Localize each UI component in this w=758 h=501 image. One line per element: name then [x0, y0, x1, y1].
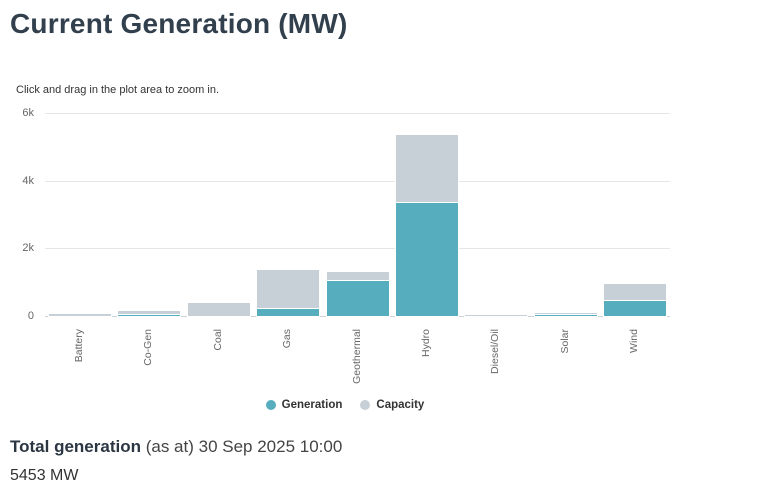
- y-tick-0: 0: [27, 310, 34, 322]
- generation-bar-wind[interactable]: [603, 300, 668, 317]
- bar-diesel-oil[interactable]: [464, 107, 529, 317]
- generation-bar-co-gen[interactable]: [117, 314, 182, 317]
- bar-hydro[interactable]: [394, 107, 459, 317]
- generation-bar-gas[interactable]: [256, 307, 321, 317]
- capacity-bar-diesel-oil[interactable]: [464, 313, 529, 317]
- x-tick-battery: Battery: [72, 329, 85, 363]
- y-tick-6k: 6k: [22, 106, 34, 119]
- capacity-bar-battery[interactable]: [47, 313, 112, 317]
- x-tick-coal: Coal: [211, 329, 224, 351]
- generation-bar-hydro[interactable]: [394, 201, 459, 317]
- legend-label-capacity: Capacity: [376, 399, 425, 411]
- y-tick-2k: 2k: [22, 242, 34, 255]
- gridline-4k: [45, 180, 670, 182]
- legend-label-generation: Generation: [281, 399, 343, 411]
- legend-item-capacity[interactable]: Capacity: [360, 399, 424, 411]
- total-generation-timestamp: (as at) 30 Sep 2025 10:00: [145, 437, 343, 456]
- y-tick-4k: 4k: [22, 174, 34, 187]
- x-tick-gas: Gas: [281, 329, 294, 349]
- bar-wind[interactable]: [603, 107, 668, 317]
- x-tick-solar: Solar: [558, 329, 571, 354]
- zoom-hint-text: Click and drag in the plot area to zoom …: [16, 84, 220, 96]
- x-tick-diesel-oil: Diesel/Oil: [489, 329, 502, 374]
- bar-co-gen[interactable]: [117, 107, 182, 317]
- x-tick-co-gen: Co-Gen: [142, 329, 155, 366]
- total-generation-line: Total generation (as at) 30 Sep 2025 10:…: [10, 437, 342, 457]
- gridline-6k: [45, 112, 670, 114]
- bar-gas[interactable]: [256, 107, 321, 317]
- bar-battery[interactable]: [47, 107, 112, 317]
- x-tick-hydro: Hydro: [419, 329, 432, 358]
- x-tick-geothermal: Geothermal: [350, 329, 363, 384]
- legend-marker-capacity: [360, 400, 371, 410]
- gridline-2k: [45, 248, 670, 250]
- page-title: Current Generation (MW): [10, 8, 348, 39]
- chart-legend: Generation Capacity: [0, 399, 690, 411]
- generation-chart: 0 2k 4k 6k Battery Co-Gen Coal Gas Geothermal Hy…: [0, 107, 758, 427]
- capacity-bar-coal[interactable]: [186, 301, 251, 317]
- generation-bar-solar[interactable]: [533, 313, 598, 317]
- plot-area[interactable]: [45, 107, 670, 317]
- legend-marker-generation: [265, 400, 276, 410]
- legend-item-generation[interactable]: Generation: [265, 399, 343, 411]
- bar-solar[interactable]: [533, 107, 598, 317]
- total-generation-value: 5453 MW: [10, 467, 79, 484]
- generation-bar-geothermal[interactable]: [325, 279, 390, 317]
- total-generation-label: Total generation: [10, 437, 141, 456]
- bar-coal[interactable]: [186, 107, 251, 317]
- bar-geothermal[interactable]: [325, 107, 390, 317]
- x-tick-wind: Wind: [628, 329, 641, 353]
